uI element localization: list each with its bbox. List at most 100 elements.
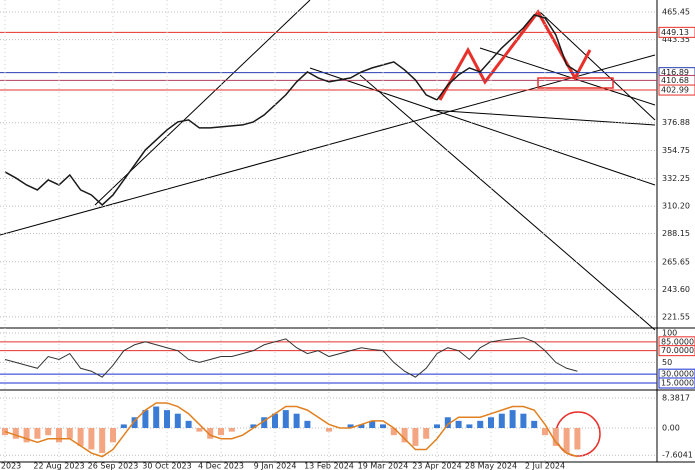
y-tick-label: 0.00 bbox=[662, 424, 680, 433]
histogram-bar bbox=[110, 428, 116, 443]
histogram-bar bbox=[196, 428, 203, 432]
histogram-bar bbox=[120, 424, 127, 429]
histogram-bar bbox=[358, 424, 365, 429]
x-tick-label: 2 Jul 2024 bbox=[525, 462, 565, 470]
histogram-bar bbox=[77, 428, 84, 446]
histogram-bar bbox=[380, 424, 386, 429]
histogram-bar bbox=[563, 428, 570, 454]
trendline bbox=[479, 47, 656, 106]
histogram-bar bbox=[466, 424, 473, 429]
trendline bbox=[359, 74, 656, 331]
histogram-bar bbox=[488, 417, 494, 429]
histogram-bar bbox=[455, 420, 462, 429]
histogram-bar bbox=[552, 428, 559, 446]
histogram-bar bbox=[250, 424, 257, 429]
histogram-bar bbox=[542, 428, 548, 436]
histogram-bar bbox=[434, 424, 440, 429]
level-label: 85.0000 bbox=[661, 337, 694, 346]
histogram-bar bbox=[142, 410, 149, 429]
series-line bbox=[4, 14, 578, 206]
histogram-bar bbox=[164, 410, 170, 429]
x-tick-label: 26 Sep 2023 bbox=[88, 462, 139, 470]
histogram-bar bbox=[531, 420, 538, 429]
histogram-bar bbox=[369, 420, 376, 429]
histogram-bar bbox=[293, 413, 300, 429]
histogram-bar bbox=[444, 417, 451, 429]
y-tick-label: 332.25 bbox=[662, 174, 690, 183]
trendline bbox=[429, 109, 656, 126]
level-label: 402.99 bbox=[661, 86, 689, 95]
histogram-bar bbox=[520, 413, 527, 429]
level-label-box bbox=[658, 345, 695, 357]
x-tick-label: 19 Mar 2024 bbox=[358, 462, 409, 470]
histogram-bar bbox=[401, 428, 408, 443]
y-tick-label: 243.60 bbox=[662, 285, 690, 294]
x-tick-label: 4 Dec 2023 bbox=[198, 462, 244, 470]
histogram-bar bbox=[12, 428, 19, 439]
level-label-box bbox=[658, 377, 695, 389]
trendline bbox=[539, 11, 656, 121]
histogram-bar bbox=[153, 406, 160, 429]
y-tick-label: 443.35 bbox=[662, 35, 690, 44]
histogram-bar bbox=[347, 424, 354, 429]
y-tick-label: 221.55 bbox=[662, 312, 690, 321]
histogram-bar bbox=[261, 417, 268, 429]
x-tick-label: 23 Apr 2024 bbox=[412, 462, 461, 470]
histogram-bar bbox=[574, 428, 581, 450]
trendline bbox=[0, 54, 656, 236]
series-line bbox=[4, 337, 578, 378]
zone bbox=[537, 77, 614, 89]
histogram-bar bbox=[282, 410, 289, 429]
histogram-bar bbox=[131, 417, 138, 429]
x-tick-label: 22 Aug 2023 bbox=[33, 462, 84, 470]
y-tick-label: 376.88 bbox=[662, 118, 690, 127]
y-tick-label: 465.45 bbox=[662, 7, 690, 16]
histogram-bar bbox=[218, 428, 224, 436]
histogram-bar bbox=[207, 428, 214, 439]
x-tick-label: 13 Feb 2024 bbox=[304, 462, 354, 470]
trendline bbox=[309, 67, 656, 186]
histogram-bar bbox=[509, 410, 516, 429]
x-tick-label: 9 Jan 2024 bbox=[254, 462, 297, 470]
histogram-bar bbox=[228, 428, 235, 432]
histogram-bar bbox=[304, 420, 311, 429]
y-tick-label: 8.3817 bbox=[662, 394, 690, 403]
level-label: 416.89 bbox=[661, 68, 689, 77]
level-label-box bbox=[658, 26, 695, 38]
histogram-bar bbox=[498, 413, 505, 429]
histogram-bar bbox=[412, 428, 419, 446]
histogram-bar bbox=[45, 428, 52, 436]
histogram-bar bbox=[88, 428, 95, 450]
y-tick-label: 310.20 bbox=[662, 202, 690, 211]
x-tick-label: 30 Oct 2023 bbox=[142, 462, 191, 470]
histogram-bar bbox=[34, 428, 41, 439]
histogram-bar bbox=[66, 428, 73, 439]
histogram-bar bbox=[56, 428, 62, 443]
x-tick-label: Jul 2023 bbox=[0, 462, 21, 470]
x-tick-label: 28 May 2024 bbox=[465, 462, 517, 470]
histogram-bar bbox=[326, 428, 332, 432]
y-tick-label: 265.65 bbox=[662, 257, 690, 266]
level-label: 70.0000 bbox=[661, 346, 694, 355]
y-tick-label: 354.75 bbox=[662, 146, 690, 155]
level-label: 449.13 bbox=[661, 28, 689, 37]
series-line bbox=[4, 402, 578, 458]
histogram-bar bbox=[423, 428, 430, 439]
histogram-bar bbox=[23, 428, 30, 443]
level-label: 410.68 bbox=[661, 76, 689, 85]
histogram-bar bbox=[185, 420, 192, 429]
y-tick-label: -7.6041 bbox=[662, 451, 693, 460]
histogram-bar bbox=[99, 428, 106, 454]
arrow-path bbox=[438, 9, 592, 101]
histogram-bar bbox=[174, 413, 181, 429]
y-tick-label: 100 bbox=[662, 329, 677, 338]
level-label: 15.0000 bbox=[661, 379, 694, 388]
histogram-bar bbox=[272, 413, 278, 429]
y-tick-label: 50 bbox=[662, 358, 672, 367]
y-tick-label: 288.15 bbox=[662, 229, 690, 238]
histogram-bar bbox=[390, 428, 397, 436]
histogram-bar bbox=[477, 420, 484, 429]
level-label-box bbox=[658, 84, 695, 96]
